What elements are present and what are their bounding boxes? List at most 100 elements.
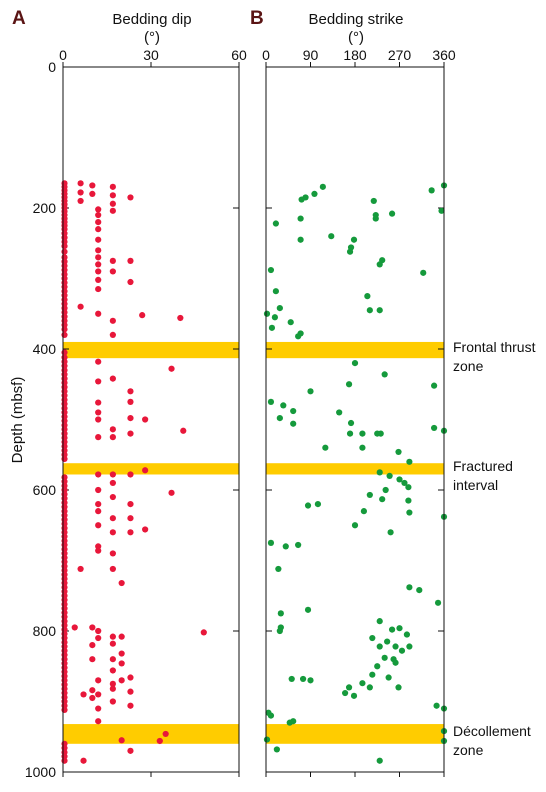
x-tick-label-b-2: 180 (343, 47, 367, 63)
data-point-a-130 (109, 183, 116, 190)
data-point-b-22 (267, 266, 275, 274)
zone-label-0-line-0: Frontal thrust (453, 339, 536, 355)
data-point-a-214 (118, 677, 125, 684)
panel-a-letter: A (12, 8, 26, 29)
data-point-b-94 (392, 659, 399, 666)
data-point-a-124 (61, 757, 68, 764)
data-point-a-148 (127, 257, 134, 264)
data-point-a-129 (89, 190, 96, 197)
zone-label-2-line-1: zone (453, 742, 484, 758)
x-tick-label-a-2: 60 (231, 47, 247, 63)
data-point-b-6 (438, 207, 445, 214)
x-tick-label-b-3: 270 (388, 47, 412, 63)
zone-band-b-1 (266, 463, 444, 475)
data-point-a-164 (127, 398, 134, 405)
data-point-b-51 (322, 444, 329, 451)
panel-a-frame (62, 66, 240, 773)
data-point-a-127 (77, 197, 84, 205)
zone-band-b-0 (266, 341, 444, 359)
data-point-a-213 (118, 660, 125, 667)
data-point-b-84 (388, 626, 396, 633)
data-point-b-37 (307, 388, 314, 395)
data-point-b-96 (369, 671, 376, 678)
data-point-a-217 (127, 702, 134, 709)
data-point-a-167 (109, 434, 116, 441)
panel-b-points (263, 182, 448, 764)
data-point-a-133 (109, 207, 116, 214)
data-point-b-88 (376, 643, 383, 650)
data-point-a-157 (95, 378, 102, 385)
zone-label-1-line-1: interval (453, 477, 498, 493)
data-point-b-15 (350, 236, 358, 243)
data-point-a-138 (95, 226, 102, 233)
data-point-b-70 (387, 529, 394, 536)
panel-a-ticks: 0 30 60 (59, 47, 247, 777)
data-point-a-128 (89, 182, 96, 189)
data-point-a-198 (89, 656, 96, 663)
data-point-b-43 (336, 409, 343, 416)
data-point-a-37 (61, 331, 68, 338)
data-point-b-90 (398, 647, 406, 654)
data-point-a-149 (127, 278, 134, 286)
data-point-a-195 (71, 624, 78, 631)
x-tick-label-a-1: 30 (143, 47, 159, 63)
data-point-a-150 (77, 303, 84, 310)
data-point-b-72 (282, 543, 289, 550)
data-point-b-117 (376, 757, 383, 764)
data-point-b-73 (295, 541, 302, 549)
data-point-b-24 (276, 305, 283, 312)
data-point-b-12 (272, 220, 279, 227)
data-point-b-14 (328, 233, 335, 240)
data-point-a-223 (109, 685, 116, 692)
data-point-b-116 (273, 746, 280, 753)
y-tick-label-0: 0 (48, 59, 56, 75)
data-point-a-174 (95, 501, 102, 508)
depth-axis: 0 200 400 600 800 1000 (25, 59, 56, 780)
data-point-a-168 (127, 430, 134, 437)
data-point-a-154 (139, 312, 146, 319)
data-point-a-145 (95, 285, 102, 293)
data-point-a-200 (95, 634, 102, 642)
data-point-a-163 (127, 388, 134, 395)
data-point-b-26 (376, 307, 383, 314)
zone-band-a-1 (63, 463, 239, 475)
data-point-b-0 (319, 183, 326, 190)
zone-band-a-0 (63, 341, 239, 359)
data-point-a-190 (168, 489, 175, 496)
data-point-b-11 (297, 215, 304, 222)
data-point-b-98 (359, 680, 366, 687)
data-point-a-153 (109, 331, 116, 338)
data-point-b-100 (345, 684, 353, 691)
data-point-a-189 (142, 526, 149, 533)
data-point-b-48 (377, 430, 384, 437)
zone-band-b-2 (266, 724, 444, 744)
data-point-a-162 (109, 375, 116, 382)
data-point-a-151 (95, 310, 102, 317)
data-point-b-38 (267, 398, 275, 405)
data-point-a-178 (95, 547, 102, 554)
zone-band-a-2 (63, 724, 239, 744)
data-point-b-7 (370, 197, 377, 205)
data-point-b-46 (359, 430, 366, 437)
data-point-b-77 (434, 599, 442, 606)
data-point-a-159 (95, 409, 102, 416)
data-point-b-82 (396, 625, 403, 632)
data-point-b-99 (366, 684, 373, 691)
data-point-a-172 (95, 471, 102, 478)
zone-label-1-line-0: Fractured (453, 458, 513, 474)
data-point-a-196 (89, 624, 96, 631)
data-point-a-191 (109, 550, 116, 557)
data-point-a-176 (95, 522, 102, 529)
data-point-b-89 (392, 643, 399, 650)
data-point-a-202 (95, 691, 102, 698)
data-point-b-41 (276, 414, 283, 422)
depth-axis-label: Depth (mbsf) (9, 377, 26, 464)
data-point-a-221 (89, 687, 96, 694)
data-point-a-220 (80, 691, 87, 698)
data-point-a-142 (95, 261, 102, 268)
data-point-a-184 (127, 471, 134, 478)
data-point-b-68 (406, 509, 413, 516)
data-point-b-107 (433, 702, 440, 709)
data-point-a-222 (89, 694, 96, 702)
panel-b-bedding-strike: B Bedding strike (°) 0 90 180 270 360 (250, 8, 456, 777)
